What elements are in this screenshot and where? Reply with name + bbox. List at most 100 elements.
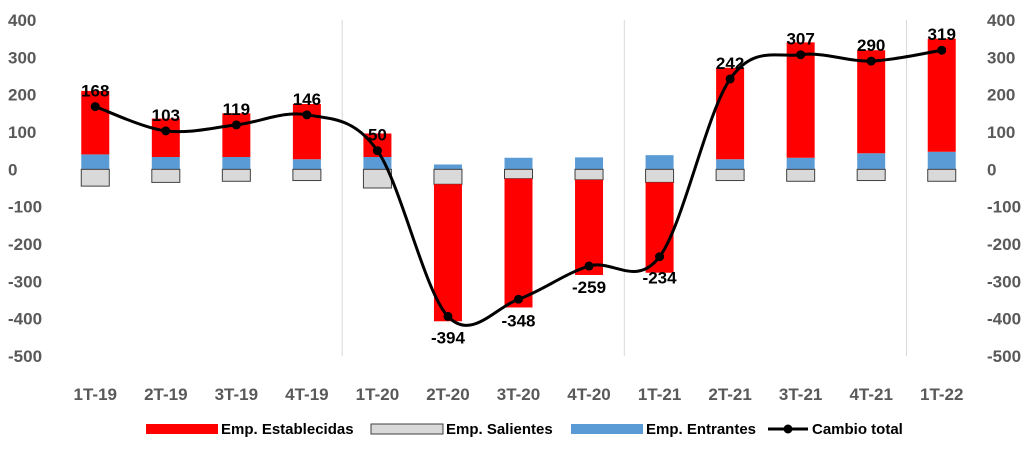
- data-label: -234: [643, 269, 678, 288]
- bar-emp-salientes: [221, 168, 251, 182]
- y-tick-label-left: 300: [8, 48, 36, 67]
- bar-emp-salientes: [80, 168, 110, 187]
- y-tick-label-left: 0: [8, 160, 17, 179]
- data-label: 319: [928, 25, 956, 44]
- y-tick-label-right: 100: [987, 123, 1015, 142]
- cambio-total-point: [725, 74, 735, 84]
- x-tick-label: 4T-20: [567, 385, 610, 404]
- legend-label-salientes: Emp. Salientes: [446, 421, 553, 438]
- bar-emp-salientes: [927, 168, 957, 182]
- y-tick-label-right: -200: [987, 235, 1021, 254]
- bar-emp-establecidas: [575, 179, 604, 275]
- bar-emp-salientes: [645, 168, 675, 183]
- bar-emp-establecidas: [786, 42, 815, 158]
- y-tick-label-right: -400: [987, 310, 1021, 329]
- legend-swatch-establecidas: [146, 424, 218, 434]
- bar-emp-entrantes: [81, 154, 110, 170]
- legend-swatch-salientes: [370, 423, 444, 435]
- data-label: 290: [857, 36, 885, 55]
- y-tick-label-right: -100: [987, 198, 1021, 217]
- y-tick-label-right: 400: [987, 11, 1015, 30]
- bar-emp-salientes: [433, 168, 463, 185]
- bar-emp-establecidas: [151, 118, 180, 158]
- bar-emp-salientes: [574, 168, 604, 181]
- legend-label-entrantes: Emp. Entrantes: [646, 421, 756, 438]
- data-label: 307: [786, 30, 814, 49]
- x-tick-label: 2T-20: [426, 385, 469, 404]
- x-tick-label: 4T-21: [849, 385, 892, 404]
- bar-emp-salientes: [504, 168, 533, 180]
- bar-emp-salientes: [151, 168, 181, 183]
- x-tick-label: 3T-21: [779, 385, 822, 404]
- bar-emp-entrantes: [716, 159, 745, 170]
- cambio-total-point: [231, 120, 241, 130]
- cambio-total-point: [796, 50, 806, 60]
- legend-swatch-cambio-marker: [783, 424, 793, 434]
- x-tick-label: 3T-20: [497, 385, 540, 404]
- data-label: -348: [501, 311, 535, 330]
- x-tick-label: 1T-20: [356, 385, 399, 404]
- x-tick-label: 2T-19: [144, 385, 187, 404]
- x-tick-label: 1T-22: [920, 385, 963, 404]
- y-tick-label-left: 400: [8, 11, 36, 30]
- data-label: 168: [81, 82, 109, 101]
- data-label: 242: [716, 54, 744, 73]
- bar-emp-establecidas: [433, 184, 462, 322]
- bar-emp-entrantes: [645, 155, 674, 170]
- y-tick-label-left: -500: [8, 347, 42, 366]
- y-tick-label-left: -200: [8, 235, 42, 254]
- cambio-total-point: [514, 294, 523, 304]
- bar-emp-establecidas: [504, 178, 533, 308]
- y-tick-label-left: -300: [8, 272, 42, 291]
- bar-emp-establecidas: [857, 50, 886, 154]
- bar-emp-entrantes: [857, 153, 886, 170]
- y-tick-label-left: 200: [8, 86, 36, 105]
- data-label: 146: [293, 90, 321, 109]
- data-label: -394: [431, 328, 466, 347]
- cambio-total-point: [90, 102, 100, 112]
- cambio-total-point: [302, 110, 312, 120]
- y-tick-label-left: -400: [8, 310, 42, 329]
- bar-emp-salientes: [292, 168, 322, 182]
- cambio-total-point: [372, 146, 382, 156]
- legend-label-establecidas: Emp. Establecidas: [221, 421, 354, 438]
- legend-label-cambio: Cambio total: [812, 421, 903, 438]
- bar-emp-entrantes: [292, 159, 321, 170]
- data-label: 119: [223, 100, 250, 119]
- x-tick-label: 3T-19: [215, 385, 258, 404]
- x-tick-label: 2T-21: [708, 385, 751, 404]
- bar-emp-salientes: [715, 168, 745, 182]
- x-tick-label: 1T-19: [74, 385, 117, 404]
- cambio-total-point: [161, 126, 171, 136]
- x-tick-label: 1T-21: [638, 385, 681, 404]
- data-label: 103: [152, 106, 180, 125]
- data-label: 50: [368, 126, 387, 145]
- bar-emp-salientes: [786, 168, 816, 182]
- cambio-total-point: [584, 261, 594, 271]
- cambio-total-point: [443, 311, 453, 321]
- bar-emp-salientes: [856, 168, 886, 182]
- data-label: -259: [572, 278, 606, 297]
- bar-emp-entrantes: [433, 164, 462, 170]
- bar-emp-establecidas: [81, 90, 110, 155]
- y-tick-label-right: -500: [987, 347, 1021, 366]
- y-tick-label-right: 300: [987, 48, 1015, 67]
- bar-emp-entrantes: [786, 157, 815, 170]
- x-tick-label: 4T-19: [285, 385, 328, 404]
- y-tick-label-right: 200: [987, 86, 1015, 105]
- bar-emp-entrantes: [575, 157, 604, 170]
- bar-emp-establecidas: [222, 113, 251, 158]
- cambio-total-point: [937, 45, 947, 55]
- bar-emp-establecidas: [927, 38, 956, 152]
- y-tick-label-left: -100: [8, 198, 42, 217]
- bar-emp-entrantes: [151, 157, 180, 170]
- bar-emp-entrantes: [504, 157, 533, 170]
- y-tick-label-right: 0: [987, 160, 996, 179]
- cambio-total-point: [655, 252, 665, 262]
- bar-emp-entrantes: [222, 157, 251, 170]
- cambio-total-point: [866, 56, 876, 66]
- bar-emp-entrantes: [927, 151, 956, 170]
- y-tick-label-right: -300: [987, 272, 1021, 291]
